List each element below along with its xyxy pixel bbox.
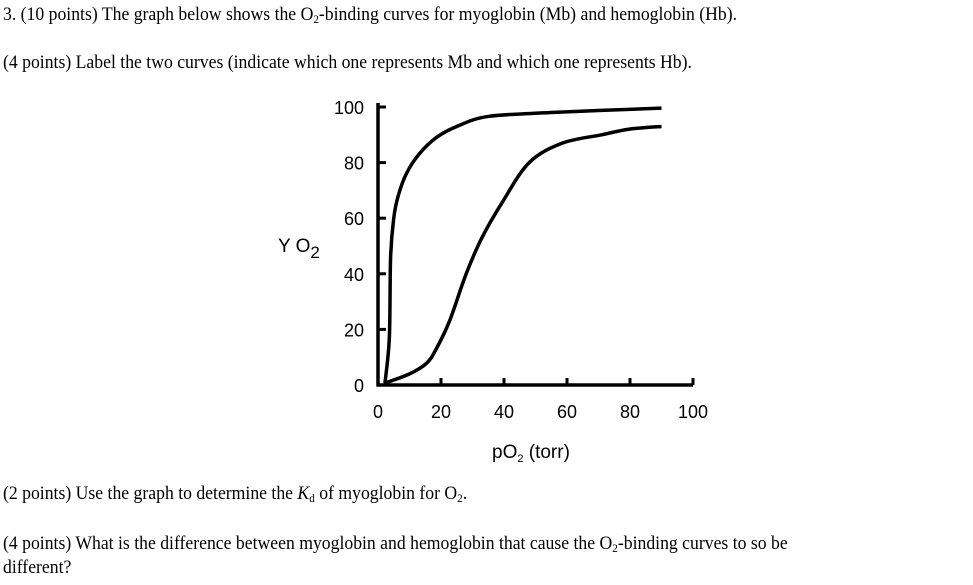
y-axis-label: Y O2 — [278, 236, 320, 262]
header-text-end: -binding curves for myoglobin (Mb) and h… — [318, 4, 738, 25]
part-a: (4 points) Label the two curves (indicat… — [3, 52, 692, 73]
y-tick-label: 60 — [344, 209, 364, 229]
part-b: (2 points) Use the graph to determine th… — [3, 483, 467, 505]
part-b-sub: 2 — [457, 491, 463, 505]
part-c-sub: 2 — [612, 541, 618, 555]
x-tick-label: 40 — [494, 402, 514, 422]
y-tick-label: 100 — [334, 98, 364, 118]
kd-sub: d — [309, 491, 315, 505]
ticks: 0 20 40 60 80 100 0 20 40 60 80 100 — [334, 98, 708, 422]
header-text: 3. (10 points) The graph below shows the… — [3, 4, 314, 25]
x-tick-label: 20 — [431, 402, 451, 422]
curves — [383, 106, 662, 385]
question-header: 3. (10 points) The graph below shows the… — [3, 4, 737, 26]
part-b-mid: of myoglobin for O — [314, 483, 458, 504]
part-c-line2: different? — [3, 557, 72, 578]
part-c-text: (4 points) What is the difference betwee… — [3, 533, 613, 554]
part-b-text: (2 points) Use the graph to determine th… — [3, 483, 298, 504]
axes — [376, 103, 693, 387]
header-sub: 2 — [313, 12, 319, 26]
part-c-end: -binding curves to so be — [617, 533, 788, 554]
x-tick-label: 60 — [557, 402, 577, 422]
part-c: (4 points) What is the difference betwee… — [3, 533, 788, 555]
x-tick-label: 100 — [678, 402, 708, 422]
y-tick-label: 20 — [344, 320, 364, 340]
binding-curve-2 — [383, 124, 662, 385]
y-tick-label: 40 — [344, 265, 364, 285]
x-axis-label: pO2 (torr) — [492, 442, 570, 465]
y-tick-label: 80 — [344, 154, 364, 174]
binding-curve-1 — [383, 106, 662, 384]
kd-symbol: K — [297, 483, 310, 504]
part-b-end: . — [462, 483, 468, 504]
x-tick-label: 80 — [620, 402, 640, 422]
x-tick-label: 0 — [373, 402, 383, 422]
y-tick-label: 0 — [354, 376, 364, 396]
